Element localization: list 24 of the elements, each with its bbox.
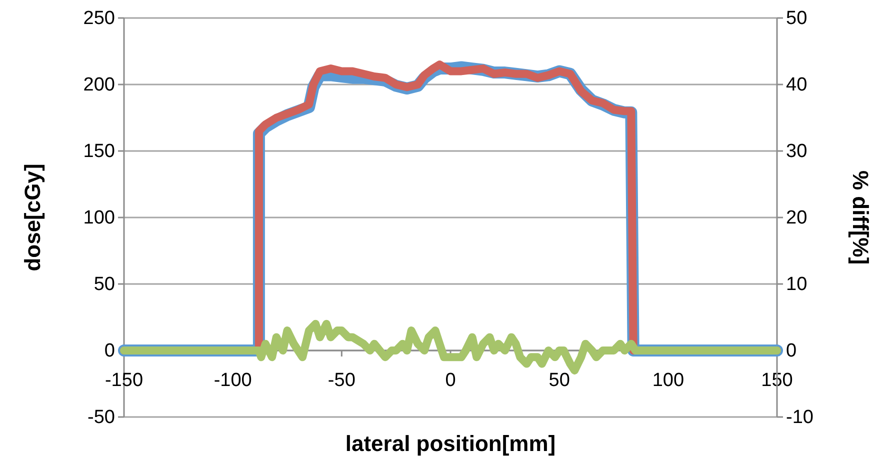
y2-tick-label: 0 [786, 340, 797, 362]
x-tick-label: 50 [548, 370, 570, 392]
x-tick-label: -100 [214, 370, 252, 392]
y-tick-label: 150 [83, 141, 115, 162]
y2-tick-label: 50 [786, 8, 808, 30]
y2-tick-label: 10 [786, 274, 808, 296]
y-tick-label: 250 [83, 8, 115, 30]
y-axis-title: dose[cGy] [20, 164, 45, 272]
x-axis-title: lateral position[mm] [345, 431, 556, 456]
x-tick-label: -150 [104, 370, 144, 392]
y-tick-label: -50 [88, 407, 115, 428]
y2-tick-label: -10 [786, 407, 814, 428]
y2-tick-label: 40 [786, 74, 808, 96]
y2-tick-label: 20 [786, 208, 808, 229]
y2-axis-title: % diff[%] [848, 170, 873, 265]
x-tick-label: 100 [652, 370, 684, 392]
y2-tick-label: 30 [786, 141, 808, 162]
x-tick-label: 150 [761, 370, 793, 392]
y-tick-label: 100 [83, 208, 115, 229]
x-tick-label: -50 [328, 370, 356, 392]
y-tick-label: 0 [104, 340, 115, 362]
x-tick-label: 0 [445, 370, 456, 392]
y-tick-label: 200 [83, 74, 115, 96]
y-tick-label: 50 [94, 274, 115, 296]
